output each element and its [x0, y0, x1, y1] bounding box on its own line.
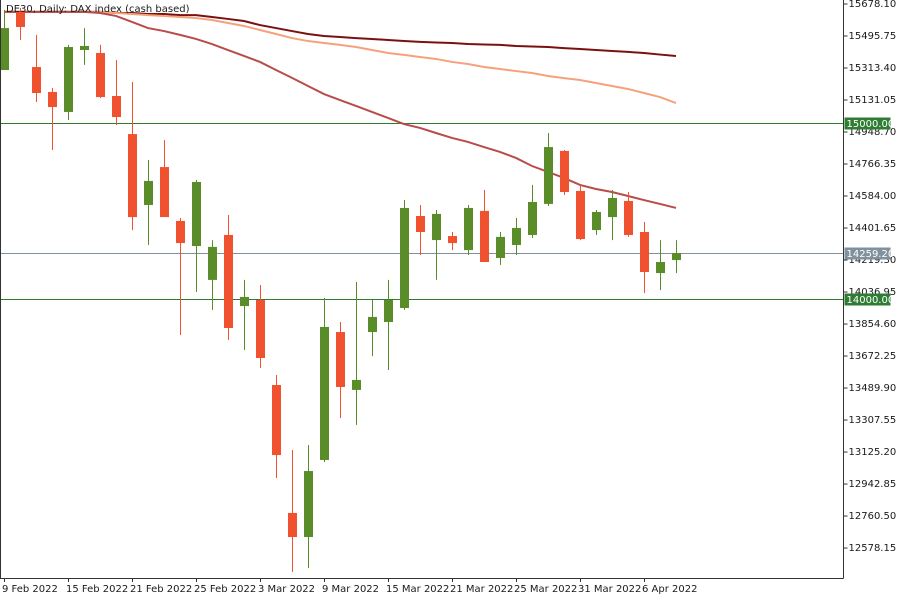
- candle-body: [528, 201, 537, 235]
- y-tick-label: 14948.70: [849, 127, 897, 138]
- y-tick-label: 15313.40: [849, 63, 897, 74]
- candle-body: [560, 150, 569, 192]
- overlay-layer: DE30, Daily: DAX index (cash based) 1500…: [6, 4, 894, 306]
- candle-body: [480, 210, 489, 263]
- candle-body: [400, 207, 409, 308]
- grid-layer: [0, 123, 844, 300]
- candle-body: [64, 47, 73, 112]
- candle-body: [208, 246, 217, 280]
- candle-body: [0, 28, 9, 71]
- x-tick-label: 31 Mar 2022: [578, 584, 641, 595]
- candle-body: [128, 134, 137, 218]
- candle-body: [576, 190, 585, 240]
- candle-body: [592, 211, 601, 231]
- x-tick-label: 25 Feb 2022: [194, 584, 256, 595]
- candles-layer: [0, 8, 681, 572]
- y-tick-label: 14584.00: [849, 191, 897, 202]
- y-tick-label: 15495.75: [849, 31, 897, 42]
- x-tick-label: 3 Mar 2022: [258, 584, 315, 595]
- y-tick-label: 14766.35: [849, 159, 897, 170]
- candle-body: [144, 180, 153, 205]
- candle-body: [192, 181, 201, 247]
- candle-body: [256, 299, 265, 359]
- x-tick-label: 15 Feb 2022: [66, 584, 128, 595]
- x-tick-label: 9 Feb 2022: [2, 584, 58, 595]
- x-tick-label: 15 Mar 2022: [386, 584, 449, 595]
- candle-body: [512, 227, 521, 245]
- level-label-box: [844, 293, 891, 306]
- y-tick-label: 14036.95: [849, 287, 897, 298]
- y-tick-label: 12760.50: [849, 511, 897, 522]
- y-tick-label: 13489.90: [849, 383, 897, 394]
- x-tick-label: 9 Mar 2022: [322, 584, 379, 595]
- candle-body: [448, 236, 457, 244]
- candle-body: [16, 11, 25, 28]
- y-tick-label: 12942.85: [849, 479, 897, 490]
- candle-body: [80, 45, 89, 51]
- level-label: 15000.00: [847, 119, 895, 130]
- candle-body: [320, 326, 329, 460]
- candle-body: [368, 316, 377, 333]
- candle-body: [304, 471, 313, 538]
- y-tick-label: 12578.15: [849, 543, 897, 554]
- y-tick-label: 13307.55: [849, 415, 897, 426]
- candle-body: [224, 234, 233, 328]
- level-label-box: [844, 247, 891, 260]
- candle-body: [416, 216, 425, 232]
- candle-body: [544, 147, 553, 204]
- candle-body: [32, 67, 41, 93]
- moving-average-line: [4, 10, 677, 104]
- level-label: 14000.00: [847, 295, 895, 306]
- level-label-box: [844, 117, 891, 130]
- candle-body: [176, 220, 185, 244]
- candle-body: [112, 95, 121, 118]
- x-tick-label: 25 Mar 2022: [514, 584, 577, 595]
- candle-body: [496, 236, 505, 258]
- candle-body: [384, 299, 393, 323]
- x-tick-label: 21 Feb 2022: [130, 584, 192, 595]
- candle-body: [464, 207, 473, 251]
- chart-title: DE30, Daily: DAX index (cash based): [6, 4, 190, 15]
- candle-body: [656, 262, 665, 274]
- candle-body: [240, 296, 249, 307]
- candle-body: [272, 385, 281, 456]
- level-label: 14259.20: [847, 249, 895, 260]
- candle-body: [624, 200, 633, 235]
- candle-body: [432, 213, 441, 241]
- x-tick-label: 6 Apr 2022: [642, 584, 697, 595]
- candle-body: [96, 52, 105, 98]
- y-tick-label: 13854.60: [849, 319, 897, 330]
- candle-body: [640, 231, 649, 273]
- candle-body: [672, 253, 681, 261]
- y-tick-label: 15678.10: [849, 0, 897, 10]
- candle-body: [160, 167, 169, 218]
- candle-body: [352, 379, 361, 390]
- x-tick-label: 21 Mar 2022: [450, 584, 513, 595]
- candle-body: [336, 332, 345, 387]
- candle-body: [48, 91, 57, 108]
- y-tick-label: 15131.05: [849, 95, 897, 106]
- candle-body: [608, 197, 617, 218]
- y-tick-label: 13125.20: [849, 447, 897, 458]
- candle-body: [288, 512, 297, 538]
- y-tick-label: 14219.30: [849, 255, 897, 266]
- y-tick-label: 14401.65: [849, 223, 897, 234]
- y-tick-label: 13672.25: [849, 351, 897, 362]
